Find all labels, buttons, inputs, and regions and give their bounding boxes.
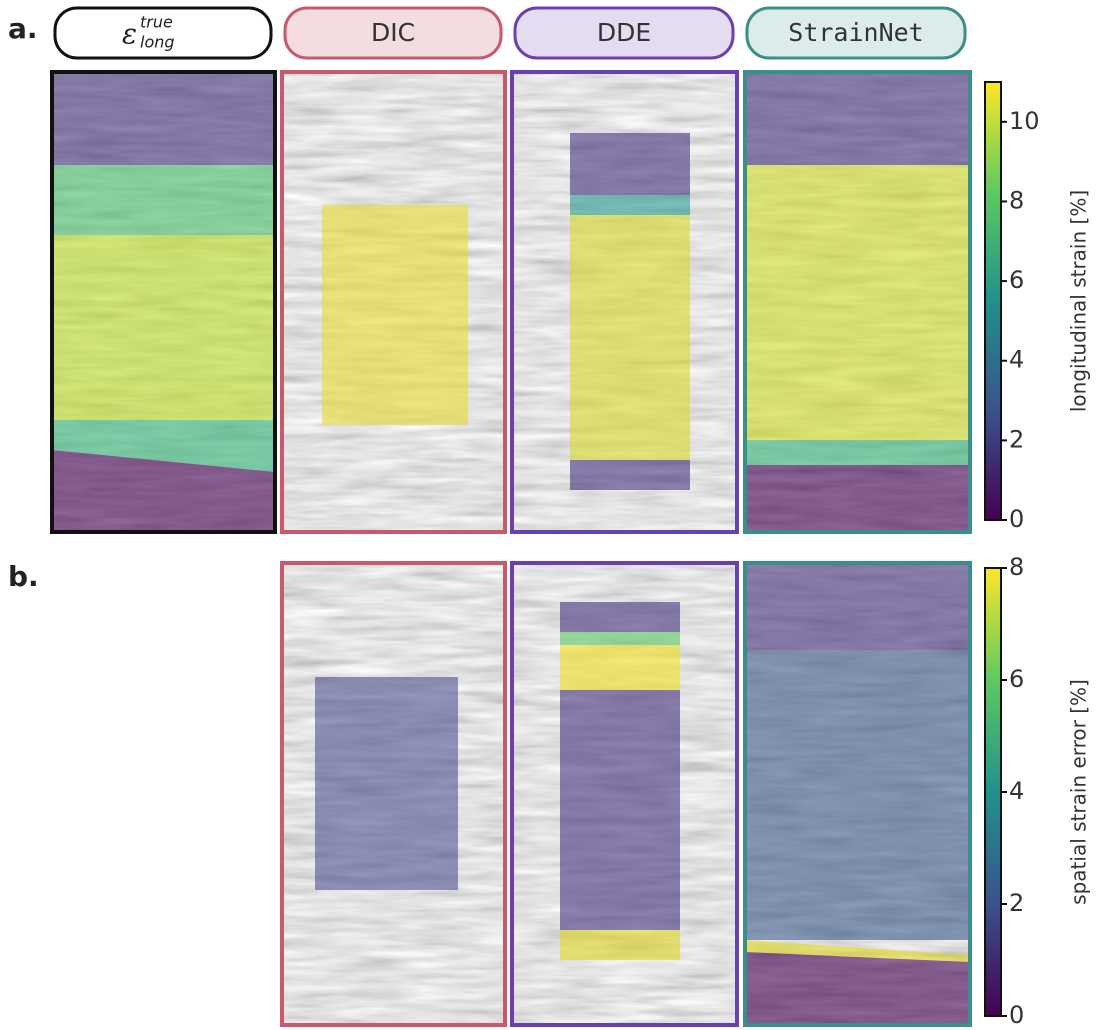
tick-label: 2 <box>1009 889 1024 917</box>
panel-label: b. <box>8 560 39 593</box>
colorbar: 0 2 4 6 8 10 longitudinal strain [%] <box>985 82 1091 533</box>
colorbar-label: longitudinal strain [%] <box>1067 190 1091 412</box>
subscript: long <box>140 33 175 52</box>
tick-label: 4 <box>1009 346 1024 374</box>
header: StrainNet <box>788 18 923 47</box>
panel-image <box>282 72 505 532</box>
header-truth: ε true long <box>55 8 271 58</box>
panel-image <box>745 563 970 1025</box>
symbol: ε <box>122 18 137 51</box>
panel-label: a. <box>8 12 38 45</box>
panel-image <box>745 72 970 532</box>
colorbar-gradient <box>985 568 1001 1016</box>
panel-image <box>52 72 275 532</box>
tick-label: 2 <box>1009 425 1024 453</box>
tick-label: 0 <box>1009 1001 1024 1029</box>
superscript: true <box>140 13 173 32</box>
tick-label: 8 <box>1009 553 1024 581</box>
tick-label: 8 <box>1009 186 1024 214</box>
header: DDE <box>597 18 651 47</box>
panel-image <box>512 563 737 1025</box>
colorbar: 0 2 4 6 8 spatial strain error [%] <box>985 553 1091 1029</box>
tick-label: 6 <box>1009 266 1024 294</box>
tick-label: 4 <box>1009 777 1024 805</box>
figure: a. b. ε true long DIC DDE StrainNet 0 2 4 6… <box>0 0 1104 1030</box>
panel-image <box>512 72 737 532</box>
colorbar-gradient <box>985 82 1001 520</box>
tick-label: 10 <box>1009 107 1040 135</box>
tick-label: 0 <box>1009 505 1024 533</box>
header: DIC <box>371 18 415 47</box>
tick-label: 6 <box>1009 665 1024 693</box>
colorbar-label: spatial strain error [%] <box>1067 679 1091 905</box>
panel-image <box>282 563 505 1025</box>
